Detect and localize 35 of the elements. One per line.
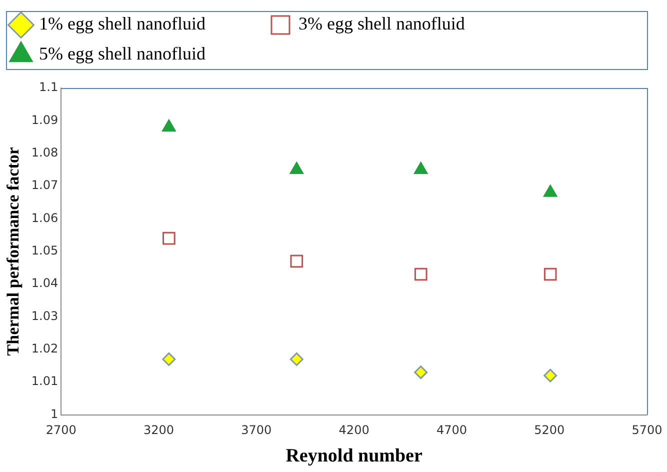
x-tick-label: 5200: [534, 423, 565, 438]
point: [414, 268, 428, 281]
x-tick-label: 4200: [338, 423, 370, 438]
point: [414, 366, 428, 380]
x-tick-label: 2700: [46, 423, 76, 438]
point: [290, 162, 304, 174]
y-tick-label: 1.01: [31, 374, 58, 388]
x-tick-label: 3700: [241, 423, 272, 438]
y-tick-label: 1.07: [31, 178, 58, 192]
point: [544, 268, 557, 281]
y-tick-label: 1.06: [31, 210, 58, 225]
legend-label: 3% egg shell nanofluid: [298, 14, 519, 34]
y-tick-label: 1.03: [31, 308, 58, 323]
x-tick-label: 3200: [143, 423, 174, 438]
y-axis-title: Thermal performance factor: [4, 146, 23, 356]
point: [414, 162, 428, 174]
y-tick-label: 1: [50, 406, 58, 421]
point: [162, 352, 176, 366]
y-tick-label: 1.09: [31, 112, 58, 127]
legend-label: 1% egg shell nanofluid: [39, 14, 260, 34]
point: [290, 254, 304, 268]
point: [544, 184, 558, 197]
x-tick-label: 5700: [632, 423, 662, 438]
x-tick-label: 4700: [436, 423, 467, 438]
legend-label: 5% egg shell nanofluid: [39, 44, 260, 64]
y-tick-label: 1.1: [39, 80, 58, 94]
point: [162, 232, 176, 245]
y-tick-label: 1.02: [31, 342, 58, 356]
y-tick-label: 1.04: [31, 276, 58, 290]
x-axis-title: Reynold number: [286, 446, 423, 467]
point: [544, 368, 558, 382]
point: [162, 119, 176, 132]
y-tick-label: 1.05: [31, 244, 58, 258]
y-tick-label: 1.08: [31, 145, 58, 160]
point: [290, 352, 304, 366]
